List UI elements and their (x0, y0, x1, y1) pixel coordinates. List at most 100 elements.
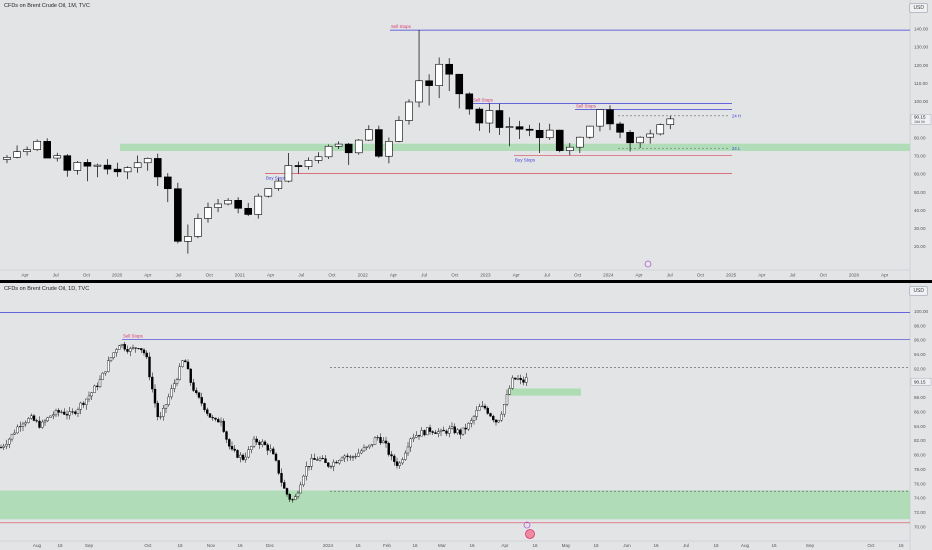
y-tick-label: 100.00 (914, 309, 928, 314)
candle-body (85, 398, 88, 405)
x-tick-label: 2022 (358, 273, 369, 278)
candle-body (82, 402, 85, 405)
candle-body (234, 200, 242, 209)
candle-body (142, 349, 146, 354)
y-tick-label: 82.00 (914, 438, 926, 443)
x-tick-label: Dec (266, 543, 275, 548)
candle-body (10, 433, 14, 440)
pane-divider[interactable] (0, 280, 932, 283)
candle-body (364, 129, 373, 141)
candle-body (365, 446, 368, 449)
candle-body (164, 404, 168, 409)
candle-body (118, 345, 121, 350)
candle-body (200, 397, 203, 404)
sell-stops-label: Sell Stops (576, 104, 597, 109)
daily-chart-canvas[interactable]: 70.00 72.00 74.00 76.00 78.00 80.00 82.00 84.00… (0, 283, 932, 550)
x-tick-label: 16 (469, 543, 475, 548)
candle-body (3, 157, 11, 160)
candle-body (222, 420, 225, 432)
candle-body (382, 440, 385, 444)
candle-body (304, 160, 313, 167)
candle-body (404, 452, 407, 460)
candle-body (284, 165, 293, 182)
candle-body (208, 413, 212, 418)
candle-body (83, 162, 92, 167)
candle-body (398, 462, 401, 466)
candle-body (224, 200, 232, 205)
candle-body (123, 167, 132, 173)
candle-body (288, 494, 291, 500)
x-tick-label: Oct (697, 273, 705, 278)
candle-body (277, 460, 280, 474)
candle-body (464, 427, 467, 430)
candle-body (395, 120, 403, 142)
candle-body (294, 165, 303, 167)
candle-body (53, 155, 62, 159)
candle-body (184, 360, 187, 363)
candle-body (478, 406, 481, 411)
x-tick-label: Oct (83, 273, 91, 278)
candle-body (470, 420, 473, 424)
candle-body (230, 446, 234, 450)
y-tick-label: 100.00 (914, 99, 928, 104)
support-zone (120, 143, 910, 151)
candle-body (250, 446, 253, 450)
candle-body (252, 438, 256, 447)
event-marker-icon (523, 521, 531, 529)
y-tick-label: 88.00 (914, 395, 926, 400)
candle-body (134, 347, 137, 349)
candle-body (228, 439, 231, 447)
candle-body (13, 151, 21, 158)
candle-body (104, 371, 107, 374)
candle-body (112, 352, 115, 358)
y-tick-label: 92.00 (914, 366, 926, 371)
y-tick-label: 98.00 (914, 323, 926, 328)
candle-body (492, 415, 495, 421)
candle-body (465, 93, 474, 110)
candle-body (459, 429, 462, 435)
candle-body (241, 454, 245, 460)
candle-body (343, 455, 346, 459)
x-tick-label: Oct (206, 273, 214, 278)
candle-body (167, 396, 170, 405)
candle-body (442, 429, 445, 432)
candle-body (489, 413, 492, 417)
x-tick-label: 2026 (849, 273, 860, 278)
demand-zone (508, 388, 581, 396)
candle-body (497, 419, 500, 423)
monthly-chart-title: CFDs on Brent Crude Oil, 1M, TVC (4, 3, 90, 9)
buy-stops-label: Buy Stops (515, 157, 536, 162)
candle-body (153, 158, 162, 178)
candle-body (505, 394, 509, 405)
candle-body (71, 411, 74, 413)
candle-body (151, 376, 154, 390)
monthly-currency-button[interactable]: USD (909, 3, 928, 13)
candle-body (415, 435, 418, 438)
x-tick-label: Nov (207, 543, 216, 548)
candle-body (406, 446, 410, 454)
candle-body (8, 438, 11, 445)
candle-body (153, 388, 157, 404)
daily-currency-button[interactable]: USD (909, 286, 928, 296)
candle-body (23, 149, 31, 153)
candle-body (555, 129, 564, 151)
candle-body (379, 437, 382, 444)
candle-body (646, 133, 655, 138)
candle-body (32, 415, 36, 421)
candle-body (43, 420, 47, 423)
monthly-chart-canvas[interactable]: 20.0030.0040.0050.0060.0070.0080.0090.00… (0, 0, 932, 280)
candle-body (519, 378, 522, 380)
monthly-chart-pane[interactable]: 20.0030.0040.0050.0060.0070.0080.0090.00… (0, 0, 932, 280)
y-tick-label: 140.00 (914, 27, 928, 32)
candle-body (38, 420, 41, 428)
x-tick-label: Oct (574, 273, 582, 278)
candle-body (244, 456, 247, 460)
candle-body (133, 162, 142, 168)
candle-body (515, 126, 524, 130)
candle-body (186, 361, 190, 370)
daily-chart-pane[interactable]: 70.00 72.00 74.00 76.00 78.00 80.00 82.00 84.00… (0, 283, 932, 550)
candle-body (178, 366, 181, 380)
x-tick-label: Jul (790, 273, 796, 278)
x-tick-label: 16 (713, 543, 719, 548)
x-tick-label: Jul (544, 273, 550, 278)
